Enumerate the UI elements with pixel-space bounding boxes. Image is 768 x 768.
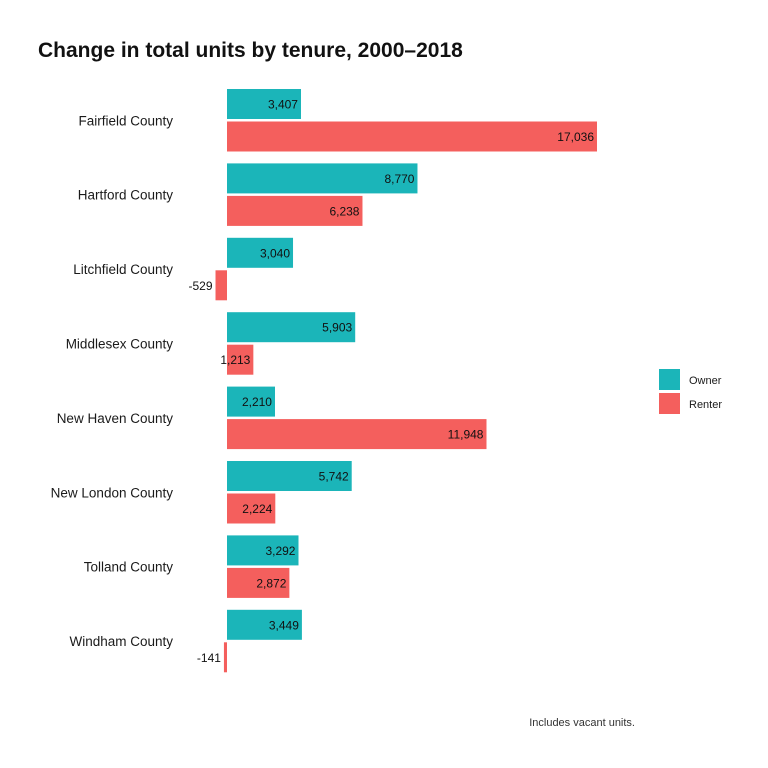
category-label-fairfield-county: Fairfield County — [78, 113, 173, 128]
bar-owner-windham-county — [227, 609, 302, 640]
data-label-renter-fairfield-county: 17,036 — [557, 130, 594, 144]
data-label-owner-new-london-county: 5,742 — [319, 470, 349, 484]
legend: Owner Renter — [659, 369, 722, 414]
data-label-owner-tolland-county: 3,292 — [265, 544, 295, 558]
data-label-owner-hartford-county: 8,770 — [384, 172, 414, 186]
data-label-renter-tolland-county: 2,872 — [256, 576, 286, 590]
bar-renter-new-london-county — [227, 493, 276, 524]
category-label-middlesex-county: Middlesex County — [66, 336, 174, 351]
bar-renter-windham-county — [223, 642, 227, 673]
data-label-owner-new-haven-county: 2,210 — [242, 395, 272, 409]
bar-renter-tolland-county — [227, 567, 290, 598]
legend-label-owner: Owner — [689, 375, 722, 387]
bar-renter-fairfield-county — [227, 121, 597, 152]
plot-area: Fairfield County 3,407 17,036 Hartford Coun… — [51, 89, 597, 673]
category-label-hartford-county: Hartford County — [78, 188, 174, 203]
bar-owner-fairfield-county — [227, 89, 301, 119]
legend-key-renter — [659, 393, 680, 414]
data-label-renter-new-london-county: 2,224 — [242, 502, 272, 516]
data-label-owner-middlesex-county: 5,903 — [322, 321, 352, 335]
legend-label-renter: Renter — [689, 399, 722, 411]
data-label-owner-litchfield-county: 3,040 — [260, 246, 290, 260]
bar-owner-tolland-county — [227, 535, 299, 566]
bar-renter-hartford-county — [227, 195, 363, 226]
bar-renter-middlesex-county — [227, 344, 254, 375]
legend-key-owner — [659, 369, 680, 390]
category-label-windham-county: Windham County — [69, 634, 173, 649]
chart-caption: Includes vacant units. — [529, 717, 635, 729]
data-label-owner-windham-county: 3,449 — [269, 618, 299, 632]
bar-renter-litchfield-county — [215, 270, 227, 301]
bar-owner-middlesex-county — [227, 312, 356, 343]
data-label-renter-hartford-county: 6,238 — [329, 204, 359, 218]
bar-renter-new-haven-county — [227, 419, 487, 450]
category-label-tolland-county: Tolland County — [84, 560, 174, 575]
data-label-renter-windham-county: -141 — [197, 651, 221, 665]
bar-owner-hartford-county — [227, 163, 418, 194]
chart-title: Change in total units by tenure, 2000–20… — [38, 39, 463, 62]
data-label-renter-middlesex-county: 1,213 — [220, 353, 250, 367]
category-label-new-london-county: New London County — [51, 485, 174, 500]
category-label-new-haven-county: New Haven County — [57, 411, 174, 426]
bar-owner-new-haven-county — [227, 386, 275, 417]
data-label-renter-new-haven-county: 11,948 — [448, 428, 484, 442]
category-label-litchfield-county: Litchfield County — [73, 262, 173, 277]
data-label-owner-fairfield-county: 3,407 — [268, 98, 298, 112]
bar-owner-litchfield-county — [227, 237, 294, 268]
bar-owner-new-london-county — [227, 461, 352, 491]
data-label-renter-litchfield-county: -529 — [188, 279, 212, 293]
